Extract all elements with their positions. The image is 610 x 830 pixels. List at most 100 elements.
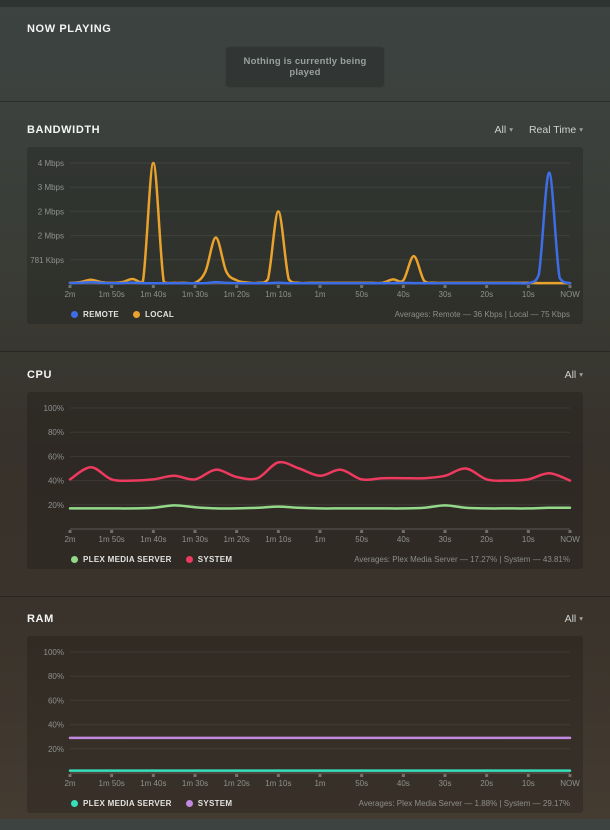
x-axis-tick-label: 1m 30s [182, 535, 208, 544]
x-axis-tick [68, 285, 72, 288]
legend-label: LOCAL [145, 310, 175, 319]
bandwidth-filter-dropdown[interactable]: All ▾ [495, 124, 513, 136]
x-axis-tick [235, 285, 239, 288]
dropdown-label: All [564, 369, 577, 381]
x-axis-tick [110, 530, 114, 533]
legend-item-system[interactable]: SYSTEM [185, 555, 233, 564]
x-axis-tick [401, 530, 405, 533]
ram-chart-panel: 100% 80% 60% 40% 20% 2m 1m 50s 1m 40s 1m 30s 1m 2… [27, 636, 583, 813]
now-playing-empty-message: Nothing is currently being played [225, 46, 385, 88]
x-axis-tick-label: 50s [355, 779, 368, 788]
x-axis-tick-label: 30s [439, 290, 452, 299]
cpu-averages: Averages: Plex Media Server — 17.27% | S… [354, 555, 570, 564]
x-axis-tick-label: 1m [314, 290, 325, 299]
x-axis-tick [193, 285, 197, 288]
x-axis-tick-label: 2m [64, 779, 75, 788]
x-axis-tick [318, 285, 322, 288]
x-axis-tick [568, 774, 572, 777]
y-axis-tick-label: 4 Mbps [38, 159, 64, 168]
legend-label: PLEX MEDIA SERVER [83, 799, 172, 808]
x-axis-tick-label: 1m 50s [99, 290, 125, 299]
cpu-dropdowns: All ▾ [565, 369, 583, 381]
x-axis-tick-label: 20s [480, 779, 493, 788]
x-axis-tick [276, 285, 280, 288]
x-axis-tick-label: 1m [314, 535, 325, 544]
legend-label: PLEX MEDIA SERVER [83, 555, 172, 564]
x-axis-tick [568, 530, 572, 533]
x-axis-tick [485, 774, 489, 777]
legend-dot-icon [133, 311, 141, 318]
x-axis-tick [443, 774, 447, 777]
y-axis-tick-label: 40% [48, 721, 64, 730]
top-bar [0, 0, 610, 8]
bandwidth-series-line-remote [68, 171, 572, 285]
x-axis-tick-label: NOW [560, 290, 580, 299]
cpu-title: CPU [27, 369, 53, 381]
x-axis-tick-label: 20s [480, 290, 493, 299]
legend-label: SYSTEM [197, 799, 233, 808]
bandwidth-timerange-dropdown[interactable]: Real Time ▾ [529, 124, 583, 136]
legend-label: REMOTE [83, 310, 120, 319]
y-axis-tick-label: 40% [48, 477, 64, 486]
x-axis-tick [318, 530, 322, 533]
x-axis-tick [276, 774, 280, 777]
x-axis-tick [318, 774, 322, 777]
legend-item-system[interactable]: SYSTEM [185, 799, 233, 808]
cpu-series-line-plex-media-server [68, 504, 572, 510]
bandwidth-legend: REMOTE LOCAL [71, 310, 174, 319]
x-axis-tick [110, 774, 114, 777]
x-axis-tick-label: 40s [397, 290, 410, 299]
y-axis-tick-label: 2 Mbps [38, 207, 64, 216]
x-axis-tick-label: 1m 30s [182, 290, 208, 299]
bandwidth-chart: 781 Kbps 2 Mbps 2 Mbps 3 Mbps 4 Mbps 2m 1m 50s… [30, 159, 580, 299]
bandwidth-series-line-local [68, 161, 572, 285]
legend-dot-icon [71, 311, 78, 318]
legend-item-plex-media-server[interactable]: PLEX MEDIA SERVER [71, 799, 172, 808]
y-axis-tick-label: 20% [48, 745, 64, 754]
empty-message-text: Nothing is currently being played [243, 56, 367, 78]
x-axis-tick [193, 774, 197, 777]
x-axis-tick-label: NOW [560, 535, 580, 544]
x-axis-tick [110, 285, 114, 288]
x-axis-tick [151, 774, 155, 777]
ram-dropdowns: All ▾ [565, 613, 583, 625]
ram-filter-dropdown[interactable]: All ▾ [565, 613, 583, 625]
bandwidth-header: BANDWIDTH All ▾ Real Time ▾ [27, 124, 583, 136]
x-axis-tick-label: 50s [355, 290, 368, 299]
legend-dot-icon [71, 800, 78, 807]
cpu-series-line-system [68, 460, 572, 483]
x-axis-tick-label: 10s [522, 290, 535, 299]
x-axis-tick [360, 530, 364, 533]
y-axis-tick-label: 781 Kbps [30, 256, 64, 265]
x-axis-tick [443, 285, 447, 288]
ram-legend: PLEX MEDIA SERVER SYSTEM [71, 799, 232, 808]
x-axis-tick-label: 20s [480, 535, 493, 544]
cpu-chart: 100% 80% 60% 40% 20% 2m 1m 50s 1m 40s 1m 30s 1m 2… [44, 404, 581, 544]
x-axis-tick-label: NOW [560, 779, 580, 788]
x-axis-tick [151, 285, 155, 288]
caret-down-icon: ▾ [579, 614, 583, 623]
bandwidth-chart-panel: 781 Kbps 2 Mbps 2 Mbps 3 Mbps 4 Mbps 2m 1m 50s… [27, 147, 583, 324]
x-axis-tick [68, 530, 72, 533]
cpu-legend: PLEX MEDIA SERVER SYSTEM [71, 555, 232, 564]
x-axis-tick-label: 1m 40s [140, 290, 166, 299]
x-axis-tick [401, 774, 405, 777]
legend-item-remote[interactable]: REMOTE [71, 310, 119, 319]
y-axis-tick-label: 20% [48, 501, 64, 510]
x-axis-tick-label: 1m 10s [265, 779, 291, 788]
y-axis-tick-label: 60% [48, 696, 64, 705]
ram-section: RAM All ▾ 100% 80% 60% 40% 20% 2m 1m 50s 1m 40s 1… [0, 596, 610, 830]
bandwidth-chart-footer: REMOTE LOCAL Averages: Remote — 36 Kbps |… [27, 305, 583, 324]
legend-item-local[interactable]: LOCAL [133, 310, 174, 319]
cpu-filter-dropdown[interactable]: All ▾ [565, 369, 583, 381]
legend-item-plex-media-server[interactable]: PLEX MEDIA SERVER [71, 555, 172, 564]
x-axis-tick-label: 40s [397, 779, 410, 788]
x-axis-tick-label: 1m 50s [99, 779, 125, 788]
x-axis-tick-label: 1m 20s [224, 290, 250, 299]
x-axis-tick-label: 2m [64, 535, 75, 544]
bandwidth-dropdowns: All ▾ Real Time ▾ [495, 124, 583, 136]
x-axis-tick [401, 285, 405, 288]
legend-dot-icon [185, 556, 193, 563]
x-axis-tick [68, 774, 72, 777]
x-axis-tick-label: 2m [64, 290, 75, 299]
